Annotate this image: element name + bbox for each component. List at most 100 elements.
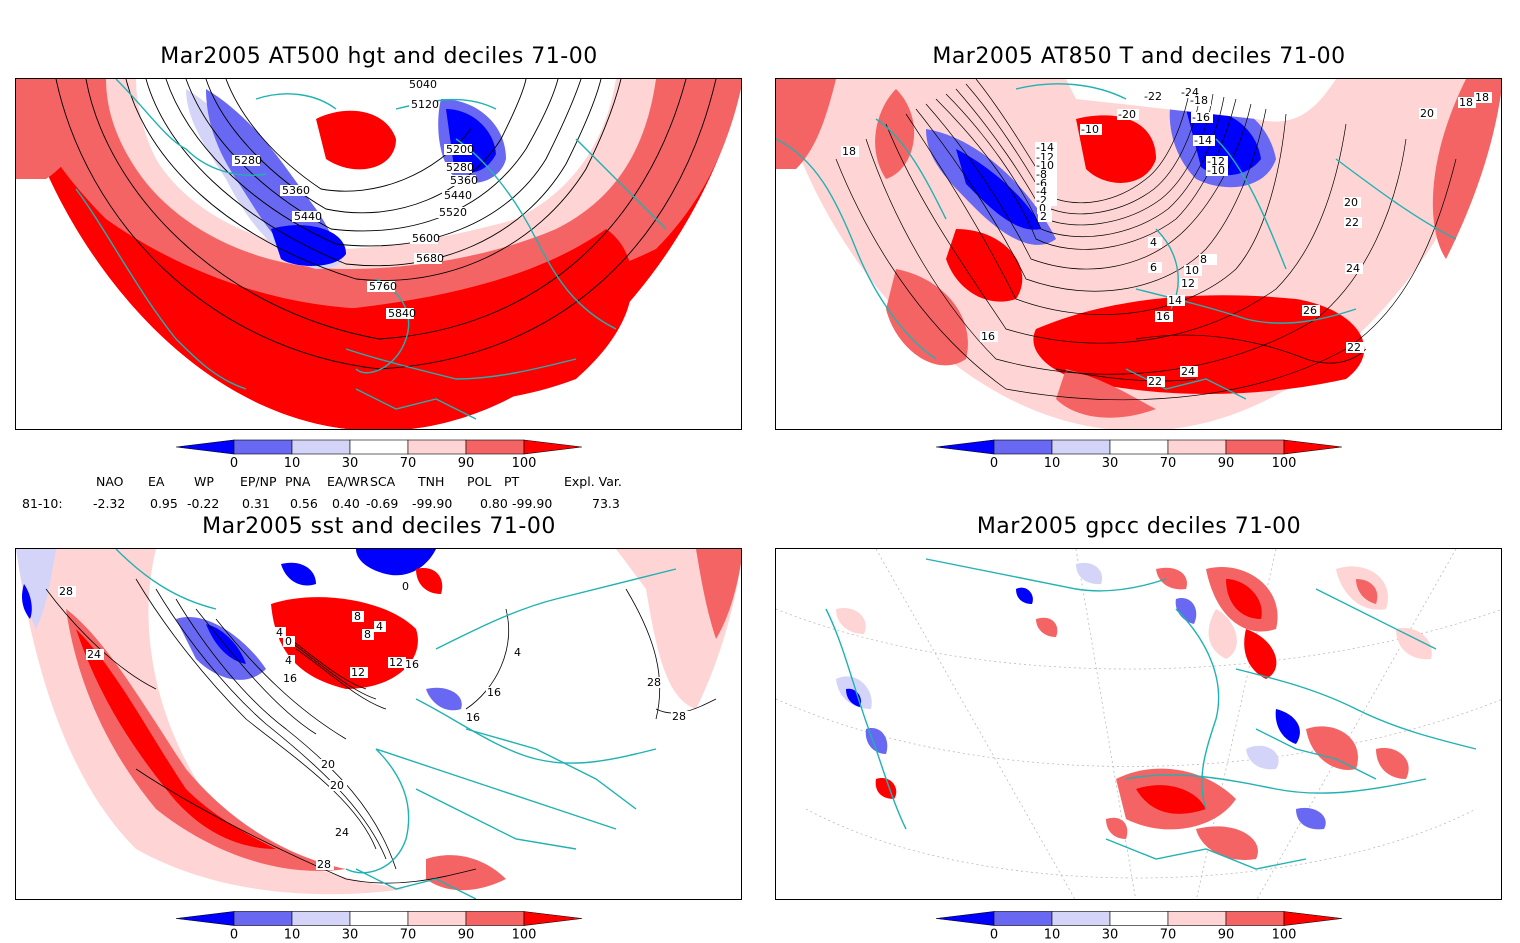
colorbar-swatches: 0 10 30 70 90 100 xyxy=(935,439,1343,471)
contour-label: 20 xyxy=(1420,107,1434,120)
colorbar-swatch xyxy=(1283,439,1343,455)
contour-label: -16 xyxy=(1192,111,1210,124)
colorbar-swatch xyxy=(1167,911,1227,926)
contour-label: 5360 xyxy=(450,174,478,187)
index-header: POL xyxy=(467,474,492,489)
contour-label: 24 xyxy=(1181,365,1195,378)
precip-patches xyxy=(836,562,1432,860)
index-value: 0.56 xyxy=(290,496,318,511)
index-header: EA/WR xyxy=(327,474,369,489)
contour-label: 8 xyxy=(354,610,361,623)
contour-label: 4 xyxy=(276,626,283,639)
colorbar-swatch xyxy=(349,911,409,926)
contour-label: 22 xyxy=(1148,375,1162,388)
contour-label: 22 xyxy=(1345,216,1359,229)
colorbar-swatches: 0 10 30 70 90 100 xyxy=(175,439,583,471)
colorbar-tick-label: 70 xyxy=(400,456,417,471)
index-value: 73.3 xyxy=(592,496,620,511)
contour-label: 28 xyxy=(317,858,331,871)
contour-label: 18 xyxy=(1459,96,1473,109)
colorbar-swatch xyxy=(1167,439,1227,455)
colorbar-hgt500: 0 10 30 70 90 100 xyxy=(175,439,583,471)
index-value: 0.80 xyxy=(480,496,508,511)
contour-label: 12 xyxy=(351,666,365,679)
colorbar-tick-label: 100 xyxy=(512,456,537,471)
contour-label: 5120 xyxy=(411,98,439,111)
colorbar-tick-label: 0 xyxy=(230,456,238,471)
colorbar-swatches: 0 10 30 70 90 100 xyxy=(175,911,583,943)
colorbar-tick-label: 30 xyxy=(342,456,359,471)
contour-label: -20 xyxy=(1118,108,1136,121)
contour-label: 18 xyxy=(842,145,856,158)
index-value: 0.40 xyxy=(332,496,360,511)
colorbar-swatch xyxy=(407,911,467,926)
colorbar-tick-label: 30 xyxy=(342,928,359,943)
contour-label: 16 xyxy=(405,658,419,671)
index-header: SCA xyxy=(370,474,396,489)
map-t850: -2 4 -22 -18 -20 -16 -14 -12 -10 -8 -6 -4… xyxy=(775,78,1502,430)
colorbar-tick-label: 100 xyxy=(1272,456,1297,471)
contour-label: -4 xyxy=(1036,185,1047,198)
contour-label: -10 xyxy=(1036,159,1054,172)
index-header: Expl. Var. xyxy=(564,474,622,489)
colorbar-swatch xyxy=(349,439,409,455)
colorbar-swatches: 0 10 30 70 90 100 xyxy=(935,911,1343,943)
map-hgt500: 5040 5120 5200 5280 5360 5280 5360 5440 … xyxy=(15,78,742,430)
colorbar-tick-label: 100 xyxy=(512,928,537,943)
colorbar-swatch xyxy=(175,439,235,455)
contour-label: 22 xyxy=(1347,341,1361,354)
contour-label: 0 xyxy=(402,580,409,593)
colorbar-tick-label: 70 xyxy=(400,928,417,943)
contour-label: 14 xyxy=(1168,294,1182,307)
contour-label: 4 xyxy=(285,654,292,667)
contour-label: 28 xyxy=(59,585,73,598)
colorbar-swatch xyxy=(465,911,525,926)
colorbar-swatch xyxy=(291,439,351,455)
colorbar-swatch xyxy=(935,911,995,926)
contour-label: 5520 xyxy=(439,206,467,219)
contour-label: 4 xyxy=(1150,236,1157,249)
index-value: 0.31 xyxy=(242,496,270,511)
contour-label: 16 xyxy=(283,672,297,685)
contour-label: 5440 xyxy=(444,189,472,202)
contour-label: 20 xyxy=(330,779,344,792)
colorbar-tick-label: 70 xyxy=(1160,928,1177,943)
index-value: -2.32 xyxy=(93,496,126,511)
contour-label: -6 xyxy=(1036,177,1047,190)
index-header: EP/NP xyxy=(240,474,277,489)
contour-label: 24 xyxy=(1346,262,1360,275)
contour-label: -12 xyxy=(1207,155,1225,168)
contour-label: -14 xyxy=(1036,141,1054,154)
contour-label: 0 xyxy=(285,635,292,648)
index-header: WP xyxy=(194,474,214,489)
colorbar-tick-label: 90 xyxy=(458,456,475,471)
contour-label: 16 xyxy=(1156,310,1170,323)
colorbar-t850: 0 10 30 70 90 100 xyxy=(935,439,1343,471)
colorbar-swatch xyxy=(233,911,293,926)
colorbar-swatch xyxy=(233,439,293,455)
contour-label: 2 xyxy=(1040,210,1047,223)
colorbar-swatch xyxy=(1109,911,1169,926)
panel-title-hgt500: Mar2005 AT500 hgt and deciles 71-00 xyxy=(160,44,598,69)
index-row-label: 81-10: xyxy=(22,496,63,511)
contour-label: 8 xyxy=(1200,253,1207,266)
contour-label: 4 xyxy=(514,646,521,659)
index-value: -0.69 xyxy=(366,496,399,511)
colorbar-swatch xyxy=(1051,911,1111,926)
index-header: TNH xyxy=(418,474,445,489)
contour-label: 8 xyxy=(364,628,371,641)
colorbar-tick-label: 10 xyxy=(284,456,301,471)
contour-label: 6 xyxy=(1150,261,1157,274)
contour-label: 24 xyxy=(87,648,101,661)
contour-label: 5040 xyxy=(409,79,437,91)
contour-label: 5360 xyxy=(282,184,310,197)
contour-label: 26 xyxy=(1303,304,1317,317)
colorbar-gpcc: 0 10 30 70 90 100 xyxy=(935,911,1343,943)
colorbar-tick-label: 0 xyxy=(230,928,238,943)
contour-label: 5840 xyxy=(388,307,416,320)
map-gpcc xyxy=(775,548,1502,900)
index-value: -0.22 xyxy=(187,496,220,511)
colorbar-swatch xyxy=(523,911,583,926)
contour-label: -8 xyxy=(1036,168,1047,181)
contour-label: 28 xyxy=(672,710,686,723)
